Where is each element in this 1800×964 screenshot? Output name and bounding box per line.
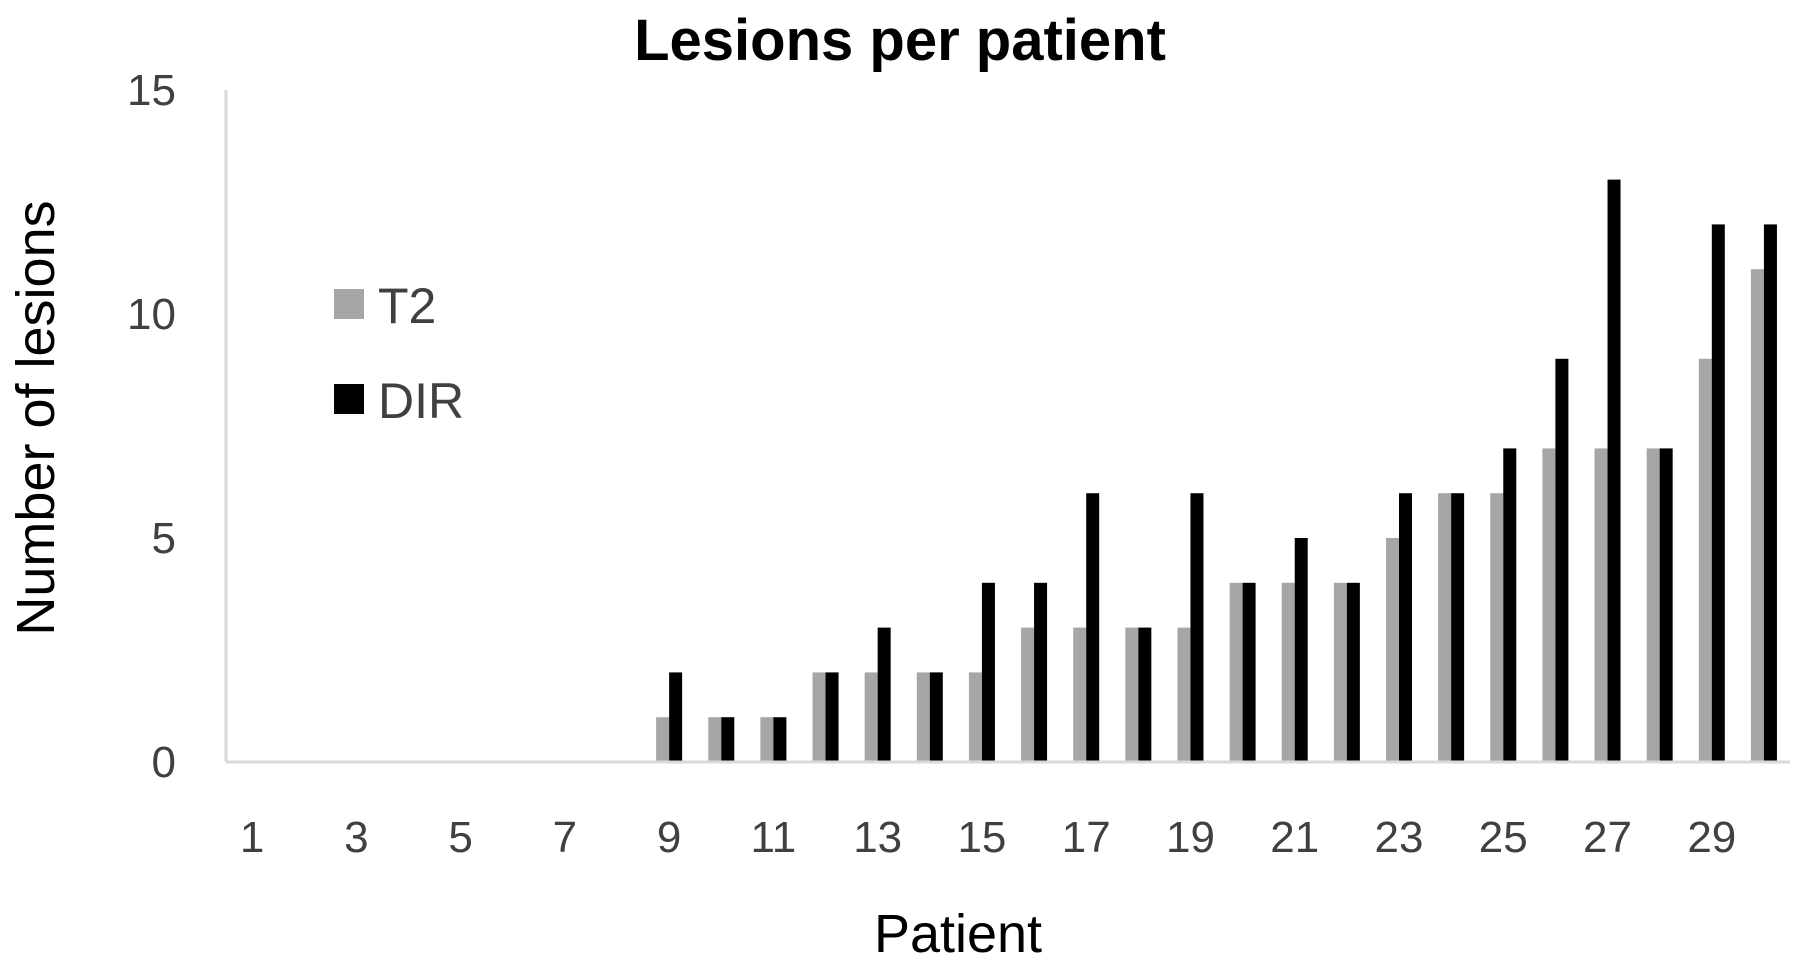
x-tick-label: 3 xyxy=(344,813,368,862)
bar-t2-patient-18 xyxy=(1125,627,1139,762)
x-tick-label: 7 xyxy=(553,813,577,862)
legend-swatch-dir xyxy=(334,384,364,414)
bar-dir-patient-28 xyxy=(1659,448,1673,762)
bar-t2-patient-15 xyxy=(968,672,982,762)
bar-dir-patient-24 xyxy=(1451,493,1465,762)
bar-dir-patient-9 xyxy=(669,672,683,762)
bar-dir-patient-20 xyxy=(1242,582,1256,762)
bar-dir-patient-27 xyxy=(1607,179,1621,763)
bar-t2-patient-26 xyxy=(1542,448,1556,762)
bar-dir-patient-16 xyxy=(1034,582,1048,762)
x-tick-label: 11 xyxy=(751,813,797,862)
x-tick-label: 23 xyxy=(1375,813,1424,862)
bar-t2-patient-24 xyxy=(1438,493,1452,762)
bar-t2-patient-9 xyxy=(656,717,670,762)
x-tick-label: 27 xyxy=(1583,813,1632,862)
bar-dir-patient-19 xyxy=(1190,493,1204,762)
bar-t2-patient-23 xyxy=(1386,538,1399,762)
bar-t2-patient-29 xyxy=(1698,358,1712,762)
bar-dir-patient-30 xyxy=(1763,224,1777,762)
y-tick-label: 15 xyxy=(127,66,176,115)
bar-t2-patient-20 xyxy=(1229,582,1243,762)
bars xyxy=(656,179,1777,763)
bar-dir-patient-14 xyxy=(929,672,943,762)
x-tick-label: 5 xyxy=(448,813,472,862)
bar-dir-patient-10 xyxy=(721,717,735,762)
legend-swatch-t2 xyxy=(334,289,364,319)
bar-dir-patient-23 xyxy=(1399,493,1412,762)
x-tick-label: 13 xyxy=(853,813,902,862)
bar-dir-patient-15 xyxy=(981,582,995,762)
bar-t2-patient-30 xyxy=(1750,269,1764,762)
bar-t2-patient-11 xyxy=(760,717,774,762)
x-axis-ticks: 1 3 5 7 9 11 13 15 17 19 21 23 25 27 29 xyxy=(240,813,1736,862)
legend: T2 DIR xyxy=(334,278,464,429)
y-tick-label: 10 xyxy=(127,290,176,339)
bar-dir-patient-13 xyxy=(877,627,891,762)
bar-dir-patient-25 xyxy=(1503,448,1517,762)
y-axis-title: Number of lesions xyxy=(6,200,66,635)
y-tick-label: 5 xyxy=(152,514,176,563)
bar-t2-patient-21 xyxy=(1281,582,1295,762)
x-tick-label: 17 xyxy=(1062,813,1111,862)
x-tick-label: 1 xyxy=(240,813,264,862)
bar-t2-patient-10 xyxy=(708,717,722,762)
legend-label-dir: DIR xyxy=(378,373,464,429)
bar-dir-patient-11 xyxy=(773,717,787,762)
bar-t2-patient-12 xyxy=(812,672,826,762)
bar-t2-patient-16 xyxy=(1021,627,1035,762)
x-tick-label: 19 xyxy=(1166,813,1215,862)
bar-dir-patient-12 xyxy=(825,672,839,762)
bar-dir-patient-17 xyxy=(1086,493,1100,762)
chart-title: Lesions per patient xyxy=(634,8,1166,73)
bar-dir-patient-22 xyxy=(1346,582,1360,762)
bar-t2-patient-13 xyxy=(864,672,878,762)
x-tick-label: 29 xyxy=(1687,813,1736,862)
bar-t2-patient-17 xyxy=(1073,627,1087,762)
bar-t2-patient-27 xyxy=(1594,448,1608,762)
x-tick-label: 25 xyxy=(1479,813,1528,862)
bar-t2-patient-14 xyxy=(916,672,930,762)
y-tick-label: 0 xyxy=(152,738,176,787)
bar-dir-patient-26 xyxy=(1555,358,1569,762)
bar-t2-patient-22 xyxy=(1333,582,1347,762)
x-axis-title: Patient xyxy=(874,904,1042,964)
bar-dir-patient-18 xyxy=(1138,627,1152,762)
bar-dir-patient-29 xyxy=(1711,224,1725,762)
bar-t2-patient-28 xyxy=(1646,448,1660,762)
bar-t2-patient-19 xyxy=(1177,627,1191,762)
bar-dir-patient-21 xyxy=(1294,538,1308,762)
x-tick-label: 21 xyxy=(1270,813,1319,862)
bar-t2-patient-25 xyxy=(1490,493,1504,762)
y-axis-ticks: 0 5 10 15 xyxy=(127,66,176,787)
x-tick-label: 9 xyxy=(657,813,681,862)
x-tick-label: 15 xyxy=(957,813,1006,862)
legend-label-t2: T2 xyxy=(378,278,436,334)
